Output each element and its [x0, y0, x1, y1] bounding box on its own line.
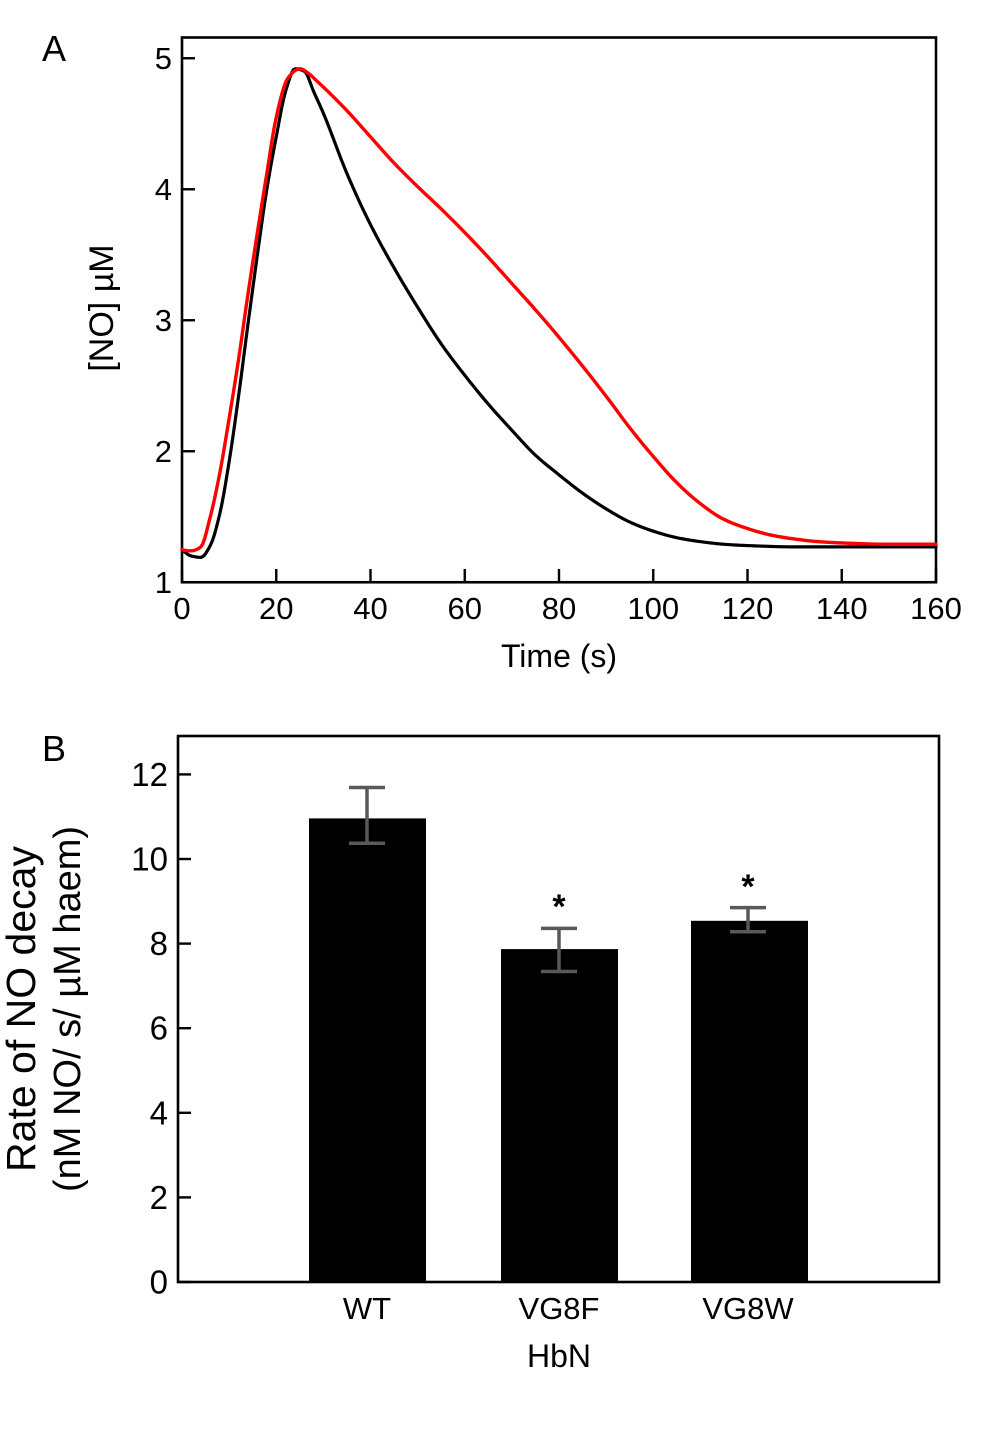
svg-text:[NO] µM: [NO] µM: [83, 244, 121, 371]
svg-text:40: 40: [353, 591, 387, 626]
svg-text:VG8W: VG8W: [702, 1291, 794, 1326]
svg-text:2: 2: [150, 1179, 168, 1216]
svg-text:12: 12: [131, 756, 168, 793]
svg-text:4: 4: [150, 1094, 168, 1131]
svg-text:3: 3: [155, 303, 172, 338]
svg-text:120: 120: [722, 591, 774, 626]
svg-text:160: 160: [910, 591, 962, 626]
svg-text:0: 0: [173, 591, 190, 626]
svg-text:*: *: [741, 868, 755, 906]
svg-text:80: 80: [542, 591, 576, 626]
svg-text:*: *: [552, 888, 566, 926]
svg-text:6: 6: [150, 1010, 168, 1047]
svg-text:100: 100: [627, 591, 679, 626]
svg-text:60: 60: [448, 591, 482, 626]
svg-text:8: 8: [150, 925, 168, 962]
svg-text:1: 1: [155, 565, 172, 600]
svg-text:10: 10: [131, 841, 168, 878]
svg-text:5: 5: [155, 41, 172, 76]
svg-text:VG8F: VG8F: [519, 1291, 600, 1326]
svg-text:Rate of NO decay: Rate of NO decay: [0, 846, 44, 1172]
svg-text:140: 140: [816, 591, 868, 626]
svg-text:HbN: HbN: [527, 1338, 591, 1374]
svg-text:Time (s): Time (s): [501, 638, 617, 674]
svg-text:4: 4: [155, 172, 172, 207]
svg-text:20: 20: [259, 591, 293, 626]
svg-text:WT: WT: [343, 1291, 391, 1326]
svg-text:0: 0: [150, 1264, 168, 1301]
svg-text:2: 2: [155, 434, 172, 469]
svg-text:(nM NO/ s/ µM haem): (nM NO/ s/ µM haem): [47, 826, 89, 1192]
